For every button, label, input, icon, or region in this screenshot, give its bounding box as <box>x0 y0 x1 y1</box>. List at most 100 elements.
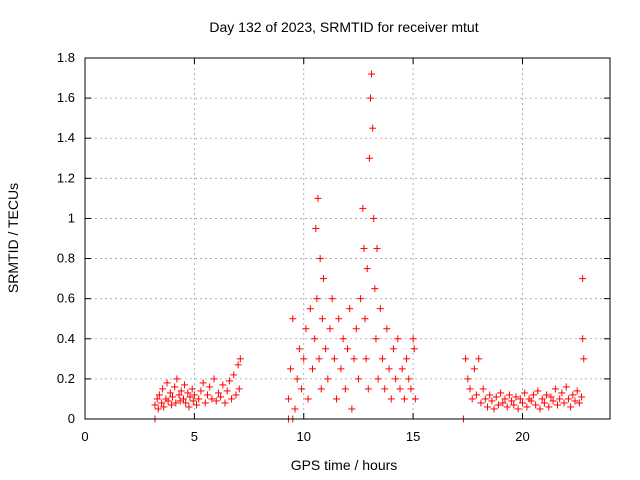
data-point <box>479 385 487 393</box>
data-point <box>354 375 362 383</box>
y-tick-label: 0.2 <box>57 371 75 386</box>
data-point <box>337 365 345 373</box>
data-point <box>352 325 360 333</box>
data-point <box>287 365 295 373</box>
data-point <box>580 355 588 363</box>
data-point <box>232 391 240 399</box>
data-point <box>407 385 415 393</box>
data-point <box>540 399 548 407</box>
data-point <box>512 393 520 401</box>
data-point <box>314 194 322 202</box>
data-point <box>543 391 551 399</box>
data-point <box>235 385 243 393</box>
data-point <box>376 305 384 313</box>
data-point <box>510 401 518 409</box>
data-point <box>333 395 341 403</box>
data-point <box>166 389 174 397</box>
data-point <box>558 389 566 397</box>
data-point <box>381 385 389 393</box>
data-point <box>400 395 408 403</box>
data-point <box>579 275 587 283</box>
data-point <box>316 255 324 263</box>
data-point <box>182 399 190 407</box>
data-point <box>322 345 330 353</box>
data-point <box>464 375 472 383</box>
data-point <box>201 399 209 407</box>
data-point <box>411 395 419 403</box>
data-point <box>365 154 373 162</box>
data-point <box>369 124 377 132</box>
data-point <box>362 355 370 363</box>
data-point <box>236 355 244 363</box>
data-point <box>185 403 193 411</box>
data-point <box>223 387 231 395</box>
data-point <box>195 395 203 403</box>
data-point <box>527 397 535 405</box>
data-point <box>560 399 568 407</box>
data-point <box>579 335 587 343</box>
data-point <box>359 204 367 212</box>
data-point <box>519 399 526 407</box>
data-point <box>571 397 579 405</box>
data-point <box>536 405 544 413</box>
data-point <box>293 375 301 383</box>
data-point <box>481 395 489 403</box>
data-point <box>304 395 312 403</box>
data-point <box>153 395 161 403</box>
data-point <box>398 365 406 373</box>
data-point <box>373 245 381 253</box>
data-point <box>169 393 176 401</box>
y-axis-label: SRMTID / TECUs <box>5 183 21 293</box>
data-point <box>179 395 187 403</box>
data-point <box>197 387 205 395</box>
data-point <box>387 395 395 403</box>
data-point <box>164 397 172 405</box>
y-tick-label: 0.6 <box>57 291 75 306</box>
data-point <box>302 325 310 333</box>
data-point <box>309 365 316 373</box>
x-axis-label: GPS time / hours <box>291 457 398 473</box>
data-point <box>508 397 516 405</box>
plot-frame <box>84 57 611 420</box>
data-point <box>556 395 564 403</box>
data-point <box>225 377 233 385</box>
data-point <box>158 399 166 407</box>
x-tick-label: 15 <box>406 429 420 444</box>
data-point <box>210 375 218 383</box>
data-point <box>549 397 557 405</box>
data-point <box>199 379 207 387</box>
data-point <box>306 305 314 313</box>
x-tick-label: 0 <box>81 429 88 444</box>
y-tick-label: 0.4 <box>57 331 75 346</box>
data-point <box>363 265 371 273</box>
data-point <box>492 393 500 401</box>
data-point <box>214 389 222 397</box>
data-point <box>155 391 163 399</box>
data-point <box>523 403 531 411</box>
data-point <box>462 355 470 363</box>
grid-lines <box>85 58 610 419</box>
data-point <box>383 325 391 333</box>
data-point <box>516 395 524 403</box>
data-point <box>385 365 393 373</box>
data-point <box>389 345 397 353</box>
data-point <box>206 383 214 391</box>
data-point <box>189 397 197 405</box>
data-point <box>228 395 236 403</box>
data-point <box>298 385 306 393</box>
data-point <box>484 403 491 411</box>
data-point <box>554 401 561 409</box>
data-point <box>379 355 386 363</box>
data-point <box>167 401 175 409</box>
data-point <box>368 70 376 78</box>
data-point <box>344 345 351 353</box>
data-point <box>221 399 229 407</box>
data-points <box>151 70 588 423</box>
data-point <box>505 391 513 399</box>
data-point <box>313 295 321 303</box>
data-point <box>346 305 354 313</box>
data-point <box>486 391 494 399</box>
data-point <box>212 397 220 405</box>
data-point <box>154 405 162 413</box>
data-point <box>403 355 411 363</box>
